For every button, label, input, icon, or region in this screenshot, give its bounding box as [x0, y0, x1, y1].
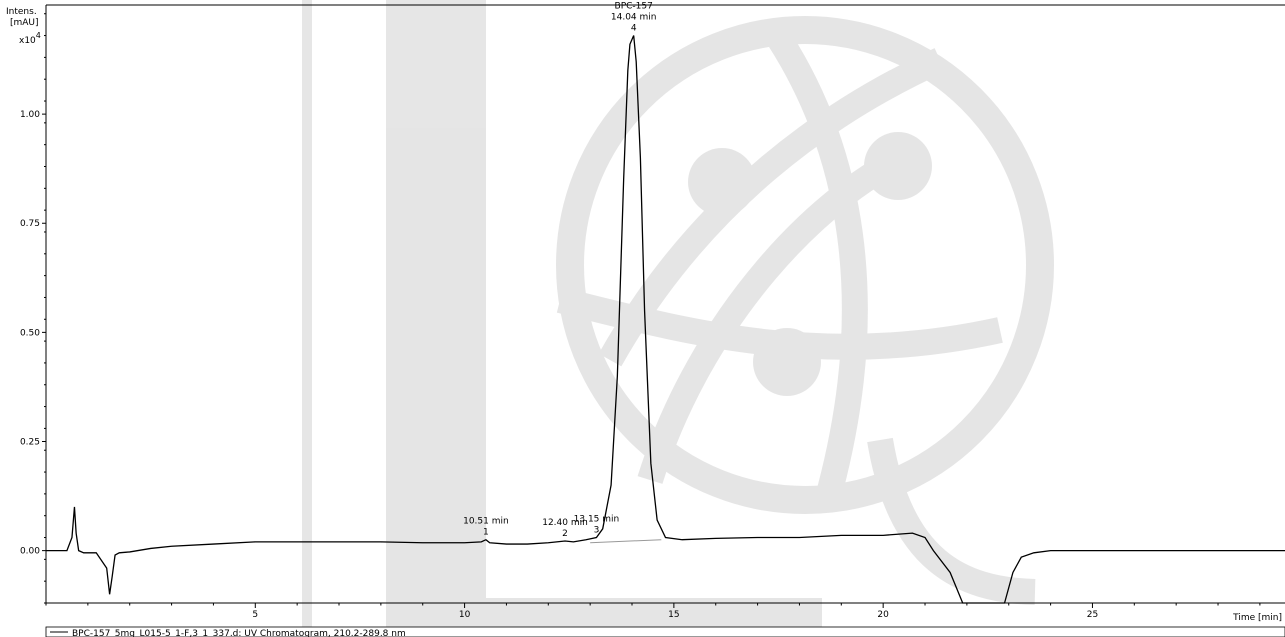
legend: BPC-157_5mg_L015-5_1-F,3_1_337.d: UV Chr…	[45, 626, 1285, 637]
y-tick-label: 0.50	[20, 328, 40, 338]
y-tick-label: 1.00	[20, 110, 40, 120]
x-ticks: 5 10 15 20 25	[45, 603, 1261, 620]
y-axis-multiplier: x104	[19, 31, 41, 46]
x-tick-label: 20	[877, 610, 889, 620]
peak-rt-label: 10.51 min	[463, 517, 509, 527]
y-axis-label-line1: Intens.	[6, 7, 37, 17]
watermark-globe-arc	[598, 48, 946, 367]
watermark-node	[753, 328, 821, 396]
watermark-globe-arc	[556, 287, 1003, 360]
peak-compound-label: BPC-157	[615, 2, 653, 12]
peak-baseline	[590, 539, 662, 544]
watermark-bar	[302, 0, 312, 637]
x-tick-label: 5	[252, 610, 258, 620]
watermark-logo	[302, 0, 1054, 637]
watermark-globe-arc	[637, 137, 925, 484]
x-tick-label: 10	[459, 610, 471, 620]
peak-labels: 110.51 min 212.40 min 313.15 min 414.04 min…	[463, 2, 656, 539]
watermark-globe-arc	[769, 33, 868, 494]
peak-number-label: 1	[483, 528, 489, 538]
watermark-tail	[867, 437, 1036, 605]
y-tick-label: 0.25	[20, 437, 40, 447]
y-tick-label: 0.00	[20, 547, 40, 557]
watermark-bar	[386, 0, 486, 637]
x-axis-label: Time [min]	[1232, 613, 1282, 623]
x-tick-label: 25	[1087, 610, 1098, 620]
peak-rt-label: 13.15 min	[574, 515, 620, 525]
watermark-node	[688, 148, 756, 216]
peak-number-label: 4	[631, 24, 637, 34]
peak-rt-label: 12.40 min	[542, 518, 588, 528]
series-line	[46, 35, 1285, 604]
legend-box	[45, 626, 1285, 637]
peak-number-label: 3	[594, 526, 600, 536]
x-tick-label: 15	[668, 610, 679, 620]
watermark-globe	[556, 16, 1054, 514]
legend-entry: BPC-157_5mg_L015-5_1-F,3_1_337.d: UV Chr…	[72, 629, 406, 637]
watermark-node	[864, 132, 932, 200]
y-ticks: 0.00 0.25 0.50 0.75 1.00	[20, 13, 46, 604]
peak-number-label: 2	[562, 529, 568, 539]
axes	[45, 4, 1285, 604]
y-axis-label-line2: [mAU]	[10, 18, 39, 28]
peak-rt-label: 14.04 min	[611, 13, 657, 23]
y-tick-label: 0.75	[20, 219, 40, 229]
y-axis-multiplier-exponent: 4	[36, 31, 41, 40]
